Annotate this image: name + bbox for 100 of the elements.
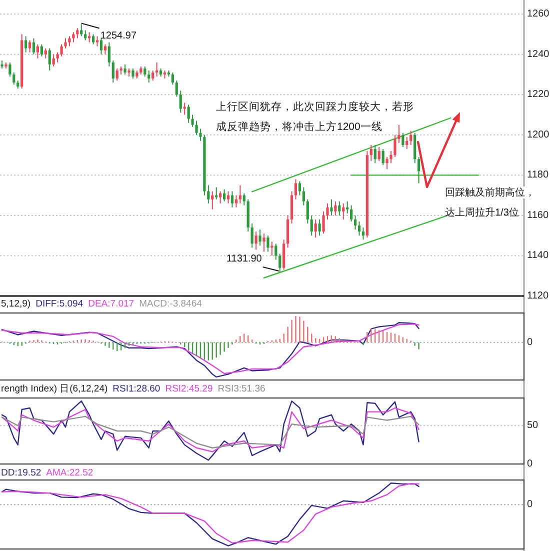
candlestick <box>262 233 266 252</box>
y-tick-label: 1240 <box>527 48 550 60</box>
candlestick <box>175 80 178 98</box>
y-tick-label: 1260 <box>527 8 550 20</box>
candlestick <box>354 214 357 230</box>
candlestick <box>116 68 118 82</box>
candlestick <box>80 24 83 37</box>
candlestick <box>144 66 146 78</box>
candlestick <box>48 48 51 71</box>
candlestick <box>96 36 99 47</box>
candlestick <box>374 144 376 164</box>
annotation: 上行区间犹存，此次回踩力度较大，若形成反弹趋势，将冲击上方1200一线 <box>216 100 414 133</box>
candlestick <box>326 202 329 220</box>
y-tick-label: 1180 <box>527 170 549 181</box>
candlestick <box>171 72 174 86</box>
candlestick <box>386 156 388 170</box>
candlestick <box>266 235 270 252</box>
candlestick <box>28 40 32 53</box>
annotation: 1254.97 <box>100 30 137 42</box>
line-series <box>1 407 420 452</box>
text: RSI1:28.60 <box>112 384 160 394</box>
candlestick <box>187 104 190 124</box>
candlestick <box>306 198 309 224</box>
candlestick <box>191 114 194 128</box>
candlestick <box>402 132 404 148</box>
candlestick <box>60 44 63 57</box>
candlestick <box>318 218 321 236</box>
y-tick-label: 1140 <box>527 250 549 262</box>
candlestick <box>156 62 158 78</box>
candlestick <box>398 124 400 144</box>
candlestick <box>358 220 361 236</box>
y-tick-label: 1200 <box>527 129 550 140</box>
text: RSI2:45.29 <box>165 384 213 394</box>
candlestick <box>310 214 313 236</box>
annotation: 1131.90 <box>226 254 262 265</box>
candlestick <box>242 192 246 206</box>
y-tick-label: 0 <box>527 458 533 470</box>
candlestick <box>179 90 182 114</box>
candlestick <box>342 202 345 220</box>
series-label: AMA:22.52 <box>46 468 94 478</box>
candlestick <box>382 148 384 166</box>
candlestick <box>32 38 36 55</box>
candlestick <box>199 128 202 142</box>
candlestick <box>72 32 75 43</box>
candlestick <box>88 32 91 43</box>
candlestick <box>215 186 218 200</box>
candlestick <box>8 62 12 78</box>
candlestick <box>195 120 198 136</box>
candlestick <box>100 38 103 55</box>
candlestick <box>40 44 43 57</box>
candlestick <box>334 200 337 216</box>
candlestick <box>68 36 71 47</box>
candlestick <box>378 146 380 162</box>
text: DEA:7.017 <box>88 298 134 310</box>
candlestick <box>314 218 317 238</box>
candlestick <box>330 198 333 216</box>
y-tick-label: 1220 <box>527 89 550 100</box>
candlestick <box>238 184 242 204</box>
candlestick <box>362 227 365 240</box>
annotation: 达上周拉升1/3位 <box>445 206 519 218</box>
candlestick <box>36 44 40 59</box>
candlestick <box>274 243 278 260</box>
candlestick <box>302 186 305 206</box>
chart-title: rength Index) 日(6,12,24) <box>1 384 108 394</box>
candlestick <box>84 30 87 41</box>
series-label: DD:19.52 <box>1 468 42 478</box>
candlestick <box>394 134 396 158</box>
candlestick <box>148 70 150 84</box>
candlestick <box>44 48 47 59</box>
candlestick <box>278 253 282 273</box>
line-series <box>1 416 420 448</box>
candlestick <box>254 231 258 250</box>
candlestick <box>258 229 262 246</box>
candlestick <box>390 150 392 164</box>
candlestick <box>350 204 353 222</box>
candlestick <box>270 241 274 256</box>
candlestick <box>410 130 412 146</box>
candlestick <box>298 180 302 196</box>
candlestick <box>346 200 349 214</box>
candlestick <box>76 28 79 39</box>
candlestick <box>207 184 210 204</box>
candlestick <box>108 42 110 67</box>
candlestick <box>24 36 28 53</box>
candlestick <box>104 44 106 55</box>
candlestick <box>370 144 372 162</box>
chart-title: 5,12,9) <box>1 298 31 310</box>
y-tick-label: 1160 <box>527 210 549 221</box>
annotation: 回踩触及前期高位， <box>445 186 535 198</box>
candlestick <box>222 188 226 202</box>
candlestick <box>183 102 186 116</box>
candlestick <box>294 178 298 200</box>
candlestick <box>226 190 230 204</box>
candlestick <box>64 38 67 49</box>
candlestick <box>124 64 126 76</box>
candlestick <box>52 54 55 67</box>
line-series <box>1 400 420 461</box>
candlestick <box>152 70 154 82</box>
text: MACD:-3.8464 <box>139 298 202 310</box>
candlestick <box>219 190 222 204</box>
candlestick <box>250 223 254 248</box>
